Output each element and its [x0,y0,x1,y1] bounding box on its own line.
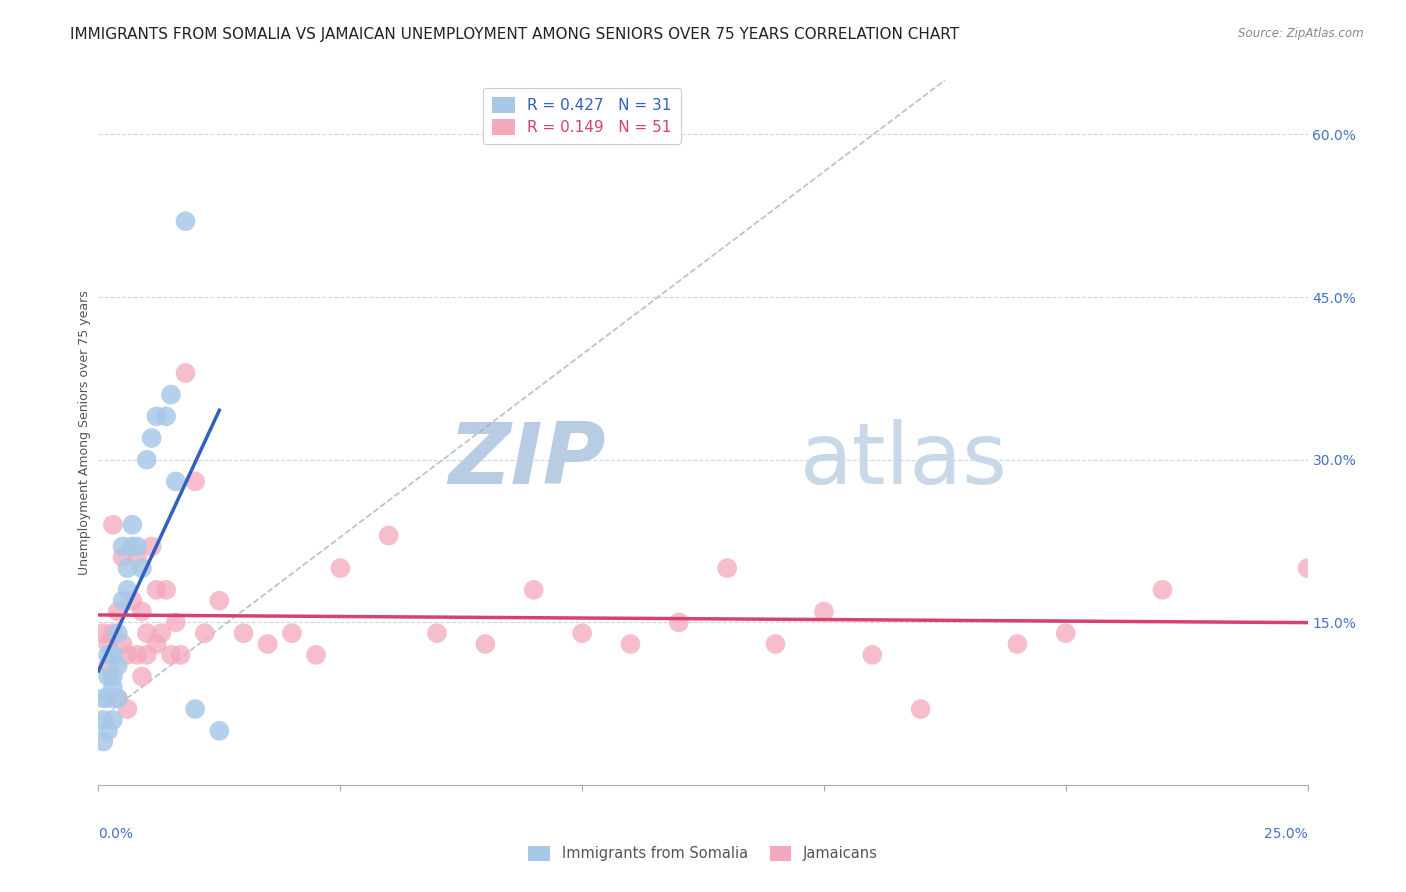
Point [281,626,304,640]
Point [97,658,120,673]
Point [135,648,157,662]
Point [111,550,134,565]
Point [101,517,124,532]
Point [141,431,163,445]
Point [165,615,187,630]
Point [155,582,177,597]
Point [1296,561,1319,575]
Point [107,605,129,619]
Point [141,540,163,554]
Point [107,691,129,706]
Point [668,615,690,630]
Point [232,626,254,640]
Point [474,637,496,651]
Point [145,582,167,597]
Point [329,561,352,575]
Point [1054,626,1077,640]
Point [97,648,120,662]
Point [256,637,278,651]
Point [523,582,546,597]
Point [97,637,120,651]
Point [184,475,207,489]
Point [101,713,124,727]
Point [101,648,124,662]
Point [121,517,143,532]
Point [135,626,157,640]
Point [155,409,177,424]
Point [208,593,231,607]
Point [117,561,139,575]
Point [127,550,149,565]
Point [91,734,114,748]
Point [145,409,167,424]
Point [111,637,134,651]
Text: atlas: atlas [800,419,1008,502]
Point [107,658,129,673]
Point [131,669,153,683]
Point [426,626,449,640]
Point [1007,637,1029,651]
Point [127,540,149,554]
Point [101,681,124,695]
Point [169,648,191,662]
Text: 0.0%: 0.0% [98,827,134,841]
Point [107,626,129,640]
Point [91,626,114,640]
Point [765,637,787,651]
Point [305,648,328,662]
Point [194,626,217,640]
Point [174,214,197,228]
Point [107,691,129,706]
Y-axis label: Unemployment Among Seniors over 75 years: Unemployment Among Seniors over 75 years [79,290,91,575]
Point [910,702,932,716]
Point [117,648,139,662]
Point [208,723,231,738]
Point [97,691,120,706]
Legend: R = 0.427   N = 31, R = 0.149   N = 51: R = 0.427 N = 31, R = 0.149 N = 51 [484,88,681,145]
Point [97,669,120,683]
Point [131,561,153,575]
Point [135,452,157,467]
Point [121,593,143,607]
Point [101,626,124,640]
Point [571,626,593,640]
Point [165,475,187,489]
Point [174,366,197,380]
Point [150,626,173,640]
Point [101,669,124,683]
Text: 25.0%: 25.0% [1264,827,1308,841]
Point [91,713,114,727]
Point [97,723,120,738]
Legend: Immigrants from Somalia, Jamaicans: Immigrants from Somalia, Jamaicans [522,839,884,867]
Text: IMMIGRANTS FROM SOMALIA VS JAMAICAN UNEMPLOYMENT AMONG SENIORS OVER 75 YEARS COR: IMMIGRANTS FROM SOMALIA VS JAMAICAN UNEM… [70,27,959,42]
Point [121,540,143,554]
Point [619,637,641,651]
Point [184,702,207,716]
Point [111,593,134,607]
Point [111,540,134,554]
Point [860,648,883,662]
Point [160,648,183,662]
Point [1152,582,1174,597]
Point [117,582,139,597]
Text: ZIP: ZIP [449,419,606,502]
Point [117,702,139,716]
Point [145,637,167,651]
Point [127,648,149,662]
Point [91,691,114,706]
Point [813,605,835,619]
Point [160,387,183,401]
Point [131,605,153,619]
Point [377,528,399,542]
Point [716,561,738,575]
Text: Source: ZipAtlas.com: Source: ZipAtlas.com [1239,27,1364,40]
